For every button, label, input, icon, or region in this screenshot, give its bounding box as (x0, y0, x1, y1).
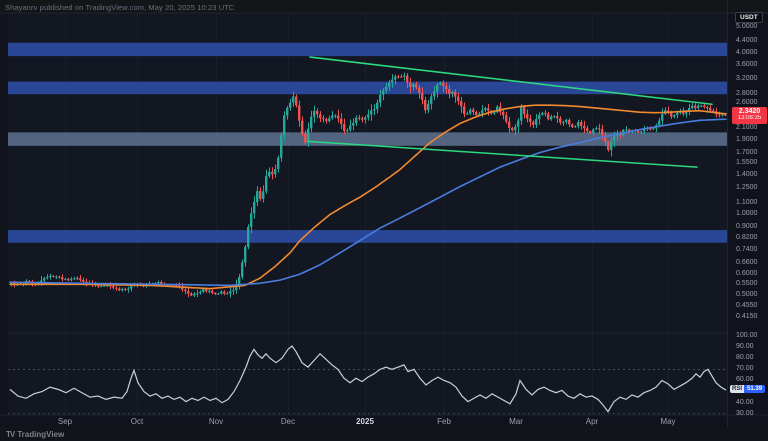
time-axis[interactable]: Sep Oct Nov Dec 2025 Feb Mar Apr May (0, 414, 727, 427)
price-tick: 1.5500 (736, 159, 758, 167)
price-tick: 1.1000 (736, 199, 758, 207)
price-tick: 4.4000 (736, 37, 758, 45)
price-tick: 0.8200 (736, 233, 758, 241)
price-tick: 0.6000 (736, 270, 758, 278)
time-tick-may: May (660, 417, 676, 426)
rsi-tick: 40.00 (736, 398, 754, 406)
price-tick: 0.4550 (736, 302, 758, 310)
price-tick: 2.8000 (736, 90, 758, 98)
price-tick: 1.2500 (736, 184, 758, 192)
bottom-bar: TV TradingView (0, 427, 768, 441)
time-tick-apr: Apr (585, 417, 599, 426)
time-tick-mar: Mar (509, 417, 523, 426)
rsi-value-label: RSI 51.39 (730, 385, 766, 394)
price-tick: 0.9000 (736, 222, 758, 230)
rsi-tick: 80.00 (736, 354, 754, 362)
rsi-value: 51.39 (744, 385, 766, 394)
time-tick-sep: Sep (57, 417, 73, 426)
price-tick: 3.6000 (736, 60, 758, 68)
rsi-tick: 60.00 (736, 376, 754, 384)
last-price-label: 2.3420 13:08:35 (732, 107, 767, 125)
currency-badge[interactable]: USDT (735, 12, 763, 23)
tradingview-logo-text: TradingView (17, 429, 65, 439)
attribution-text: Shayanrv published on TradingView.com, M… (5, 3, 235, 12)
price-tick: 0.5500 (736, 280, 758, 288)
price-axis[interactable]: USDT 5.0000 4.4000 4.0000 3.6000 3.2000 2.800… (727, 0, 768, 427)
price-tick: 0.7400 (736, 245, 758, 253)
time-tick-nov: Nov (208, 417, 224, 426)
price-tick: 2.1000 (736, 123, 758, 131)
rsi-tick: 90.00 (736, 343, 754, 351)
rsi-name: RSI (730, 385, 745, 394)
rsi-tick: 100.00 (736, 332, 758, 339)
time-tick-2025: 2025 (356, 417, 374, 426)
time-tick-feb: Feb (437, 417, 451, 426)
price-tick: 4.0000 (736, 48, 758, 56)
price-tick: 0.6600 (736, 259, 758, 266)
price-tick: 0.5000 (736, 291, 758, 299)
price-tick: 2.6000 (736, 98, 758, 106)
tradingview-logo-icon: TV (6, 429, 15, 439)
time-tick-dec: Dec (280, 417, 296, 426)
tradingview-logo[interactable]: TV TradingView (6, 430, 64, 439)
time-tick-oct: Oct (130, 417, 144, 426)
price-tick: 5.0000 (736, 22, 758, 30)
price-tick: 1.7000 (736, 148, 758, 156)
bar-countdown: 13:08:35 (737, 115, 762, 122)
price-tick: 1.4000 (736, 171, 758, 179)
price-tick: 0.4150 (736, 313, 758, 321)
last-price-value: 2.3420 (738, 108, 761, 116)
price-tick: 1.9000 (736, 135, 758, 143)
rsi-tick: 30.00 (736, 409, 754, 417)
rsi-tick: 70.00 (736, 365, 754, 373)
price-tick: 1.0000 (736, 210, 758, 218)
price-tick: 3.2000 (736, 74, 758, 82)
